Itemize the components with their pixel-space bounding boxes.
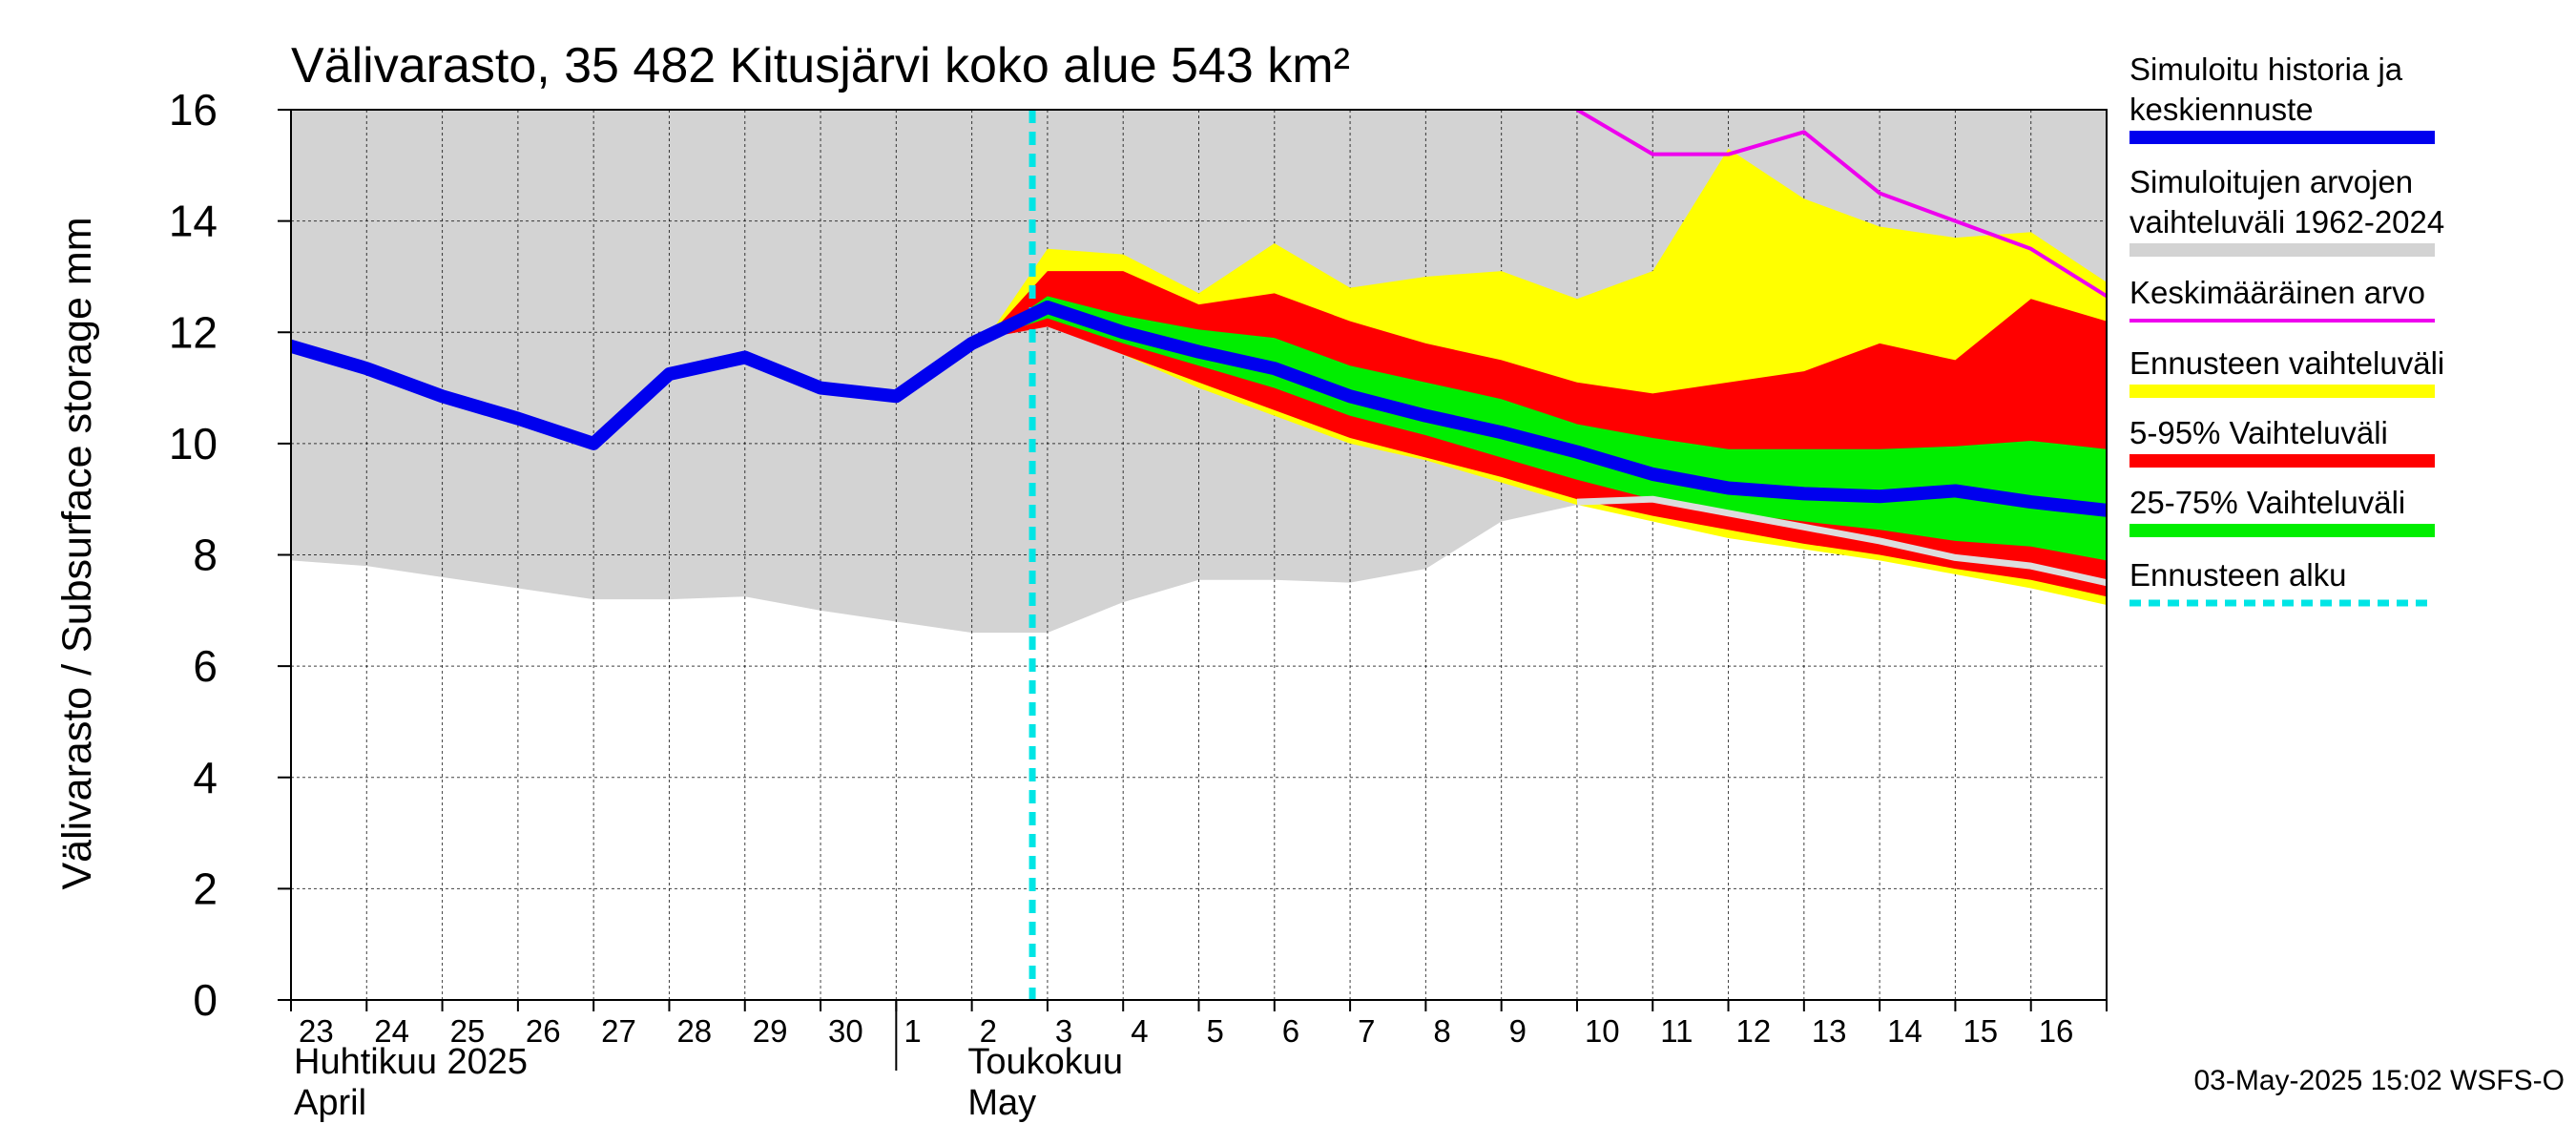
x-tick-label: 12 (1736, 1013, 1772, 1049)
x-tick-label: 4 (1131, 1013, 1148, 1049)
y-tick-label: 2 (193, 864, 218, 913)
plot-area (291, 110, 2107, 1000)
legend-label: Keskimääräinen arvo (2129, 275, 2425, 310)
y-axis-label: Välivarasto / Subsurface storage mm (54, 217, 100, 889)
average-line (1575, 110, 2107, 299)
x-tick-label: 7 (1358, 1013, 1375, 1049)
month-label-en: April (294, 1083, 366, 1123)
x-tick-label: 25 (450, 1013, 486, 1049)
x-tick-label: 2 (980, 1013, 997, 1049)
plot-content (291, 110, 2107, 1000)
x-tick-label: 27 (601, 1013, 636, 1049)
legend-label: Simuloitujen arvojen (2129, 164, 2413, 199)
month-label-en: May (967, 1083, 1036, 1123)
legend-label: Ennusteen vaihteluväli (2129, 345, 2444, 381)
timestamp-label: 03-May-2025 15:02 WSFS-O (2194, 1065, 2566, 1096)
y-tick-label: 12 (169, 307, 218, 357)
mean-forecast-line (291, 301, 2107, 517)
legend-label: Simuloitu historia ja (2129, 52, 2403, 87)
legend-label: keskiennuste (2129, 92, 2314, 127)
x-tick-label: 8 (1433, 1013, 1450, 1049)
x-tick-label: 5 (1207, 1013, 1224, 1049)
y-tick-label: 16 (169, 85, 218, 135)
x-tick-label: 28 (676, 1013, 712, 1049)
x-tick-label: 29 (753, 1013, 788, 1049)
y-tick-label: 8 (193, 531, 218, 580)
legend-label: 25-75% Vaihteluväli (2129, 485, 2405, 520)
x-tick-label: 9 (1509, 1013, 1527, 1049)
x-tick-label: 26 (526, 1013, 561, 1049)
month-label-fi: Huhtikuu 2025 (294, 1042, 528, 1082)
chart-title: Välivarasto, 35 482 Kitusjärvi koko alue… (291, 38, 1350, 94)
y-tick-label: 0 (193, 975, 218, 1025)
median-line (1576, 495, 2107, 587)
x-tick-label: 1 (904, 1013, 921, 1049)
x-tick-label: 24 (374, 1013, 409, 1049)
x-tick-label: 11 (1660, 1013, 1693, 1049)
x-tick-label: 3 (1055, 1013, 1072, 1049)
legend: Simuloitu historia ja keskiennuste Simuloi… (2129, 52, 2444, 607)
x-tick-label: 13 (1812, 1013, 1847, 1049)
legend-label: Ennusteen alku (2129, 557, 2347, 593)
x-tick-label: 30 (828, 1013, 863, 1049)
x-tick-label: 23 (299, 1013, 334, 1049)
x-tick-label: 15 (1963, 1013, 1998, 1049)
y-tick-label: 4 (193, 753, 218, 802)
y-tick-label: 14 (169, 197, 218, 246)
legend-label: vaihteluväli 1962-2024 (2129, 204, 2444, 239)
x-tick-label: 14 (1887, 1013, 1922, 1049)
y-tick-label: 6 (193, 641, 218, 691)
x-tick-label: 6 (1282, 1013, 1299, 1049)
legend-label: 5-95% Vaihteluväli (2129, 415, 2388, 450)
month-label-fi: Toukokuu (967, 1042, 1123, 1082)
x-tick-label: 10 (1585, 1013, 1620, 1049)
x-tick-label: 16 (2039, 1013, 2074, 1049)
y-tick-label: 10 (169, 419, 218, 468)
